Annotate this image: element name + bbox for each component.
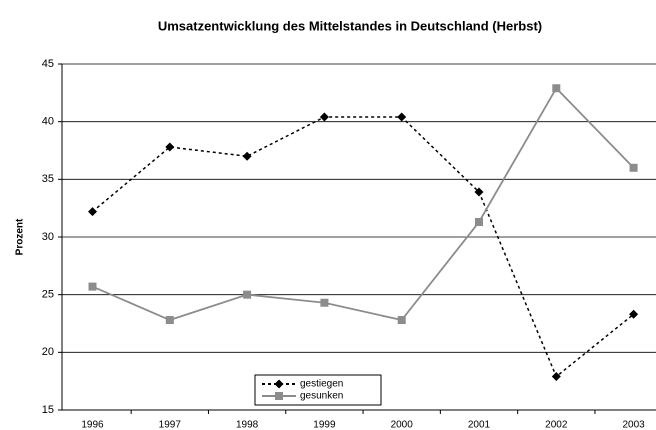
point: [275, 392, 283, 400]
legend-label: gestiegen: [300, 379, 343, 390]
series-line: [92, 86, 635, 322]
point: [242, 151, 252, 161]
point: [320, 298, 329, 307]
x-tick-label: 1999: [313, 420, 336, 430]
point: [274, 379, 284, 389]
series-line: [92, 116, 635, 378]
point: [475, 218, 483, 227]
x-tick-label: 1998: [236, 420, 259, 430]
point: [551, 372, 561, 382]
x-tick-label: 2000: [391, 420, 414, 430]
point: [88, 207, 97, 217]
point: [629, 163, 638, 172]
x-tick-label: 1997: [159, 420, 182, 430]
x-tick-label: 1996: [81, 420, 104, 430]
point: [397, 112, 407, 122]
point: [319, 112, 329, 122]
y-axis-label: Prozent: [15, 218, 26, 255]
y-tick-label: 35: [42, 173, 54, 185]
y-tick-label: 25: [42, 289, 54, 301]
y-tick-label: 45: [42, 58, 54, 70]
x-tick-label: 2003: [622, 420, 645, 430]
point: [629, 309, 639, 319]
point: [88, 282, 97, 291]
legend-label: gesunken: [300, 391, 343, 402]
y-tick-label: 15: [42, 404, 54, 416]
point: [165, 142, 175, 152]
y-tick-label: 20: [42, 346, 54, 358]
point: [243, 290, 252, 299]
point: [165, 316, 174, 325]
chart-title: Umsatzentwicklung des Mittelstandes in D…: [158, 18, 542, 33]
point: [552, 84, 561, 93]
point: [397, 316, 406, 325]
x-tick-label: 2002: [545, 420, 568, 430]
y-tick-label: 40: [42, 116, 54, 128]
y-tick-label: 30: [42, 231, 54, 243]
x-tick-label: 2001: [468, 420, 491, 430]
point: [474, 187, 484, 197]
